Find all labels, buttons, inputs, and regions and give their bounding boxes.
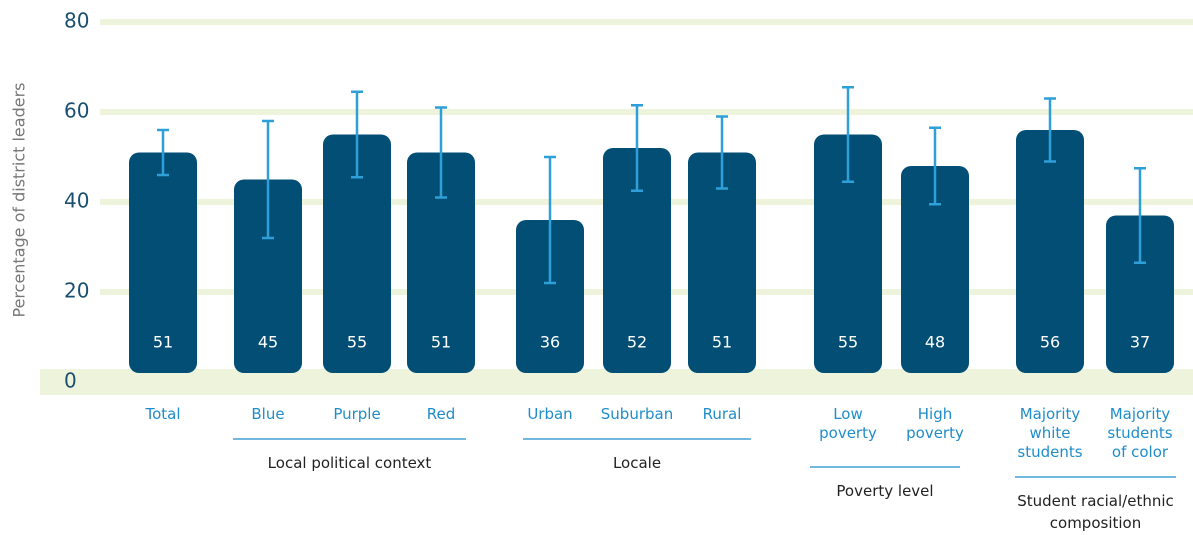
y-tick-label: 80 (64, 9, 89, 33)
bar (407, 152, 475, 373)
x-tick-label: Majority students of color (1107, 405, 1173, 461)
value-label: 45 (258, 333, 278, 352)
x-tick-label: Low poverty (819, 405, 877, 442)
bar (901, 166, 969, 373)
value-label: 55 (838, 333, 858, 352)
grid-line (100, 109, 1193, 115)
grid-line (100, 19, 1193, 25)
group-label: Poverty level (836, 482, 934, 500)
x-tick-label: Majority white students (1017, 405, 1083, 461)
group-label: Locale (612, 454, 662, 472)
bar (234, 179, 302, 373)
x-tick-label: High poverty (906, 405, 964, 442)
bar (814, 134, 882, 373)
x-tick-label: Rural (702, 405, 742, 423)
value-label: 51 (712, 333, 732, 352)
value-label: 51 (153, 333, 173, 352)
x-tick-label: Total (145, 405, 181, 423)
value-label: 56 (1040, 333, 1060, 352)
bar (129, 152, 197, 373)
y-tick-label: 20 (64, 279, 89, 303)
value-label: 55 (347, 333, 367, 352)
value-label: 51 (431, 333, 451, 352)
x-tick-label: Blue (251, 405, 285, 423)
group-label: Student racial/ethnic composition (1017, 492, 1174, 532)
y-tick-label: 0 (64, 369, 77, 393)
x-tick-label: Purple (333, 405, 381, 423)
baseline-band (40, 369, 1193, 395)
bar (1016, 130, 1084, 373)
value-label: 36 (540, 333, 560, 352)
bar (1106, 215, 1174, 373)
x-tick-label: Red (426, 405, 456, 423)
y-axis-label: Percentage of district leaders (10, 83, 29, 318)
value-label: 48 (925, 333, 945, 352)
x-tick-label: Urban (527, 405, 573, 423)
y-tick-label: 40 (64, 189, 89, 213)
bar (603, 148, 671, 373)
y-tick-label: 60 (64, 99, 89, 123)
bar (688, 152, 756, 373)
value-label: 52 (627, 333, 647, 352)
bar (323, 134, 391, 373)
bar (516, 220, 584, 373)
group-label: Local political context (267, 454, 432, 472)
value-label: 37 (1130, 333, 1150, 352)
x-tick-label: Suburban (600, 405, 674, 423)
